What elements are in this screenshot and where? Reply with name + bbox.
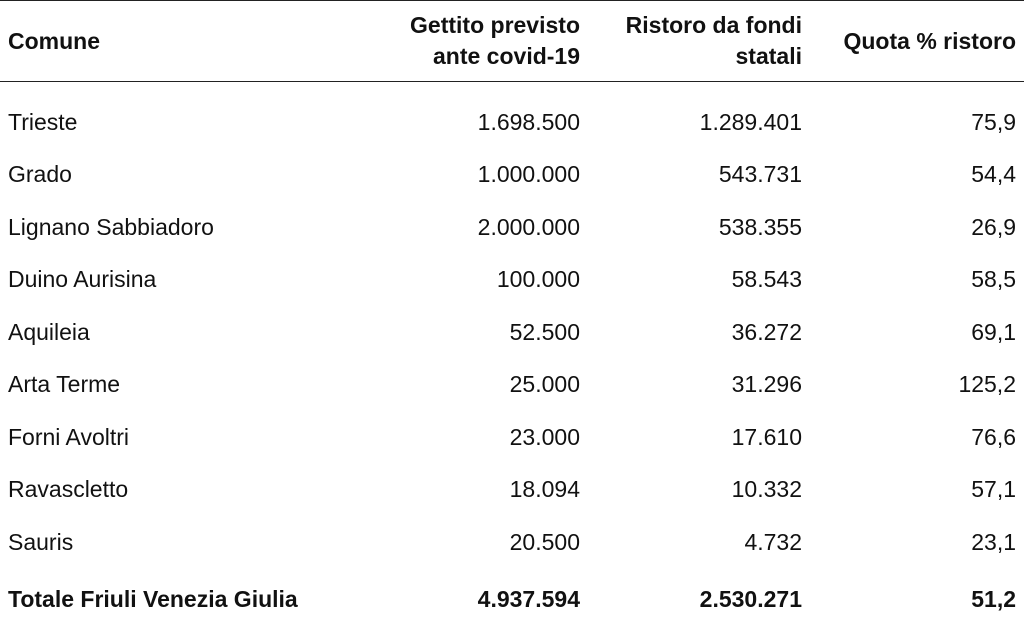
table-cell: 76,6: [971, 423, 1016, 450]
table-row: Grado 1.000.000 543.731 54,4: [0, 149, 1024, 202]
table-cell: 1.698.500: [477, 108, 580, 135]
table-cell: Aquileia: [8, 318, 90, 345]
table-cell: 125,2: [958, 371, 1016, 398]
table-cell: 54,4: [971, 161, 1016, 188]
table-cell: 31.296: [731, 371, 802, 398]
table-cell: 25.000: [509, 371, 580, 398]
table-cell: 10.332: [731, 476, 802, 503]
table-cell: 57,1: [971, 476, 1016, 503]
table-cell: Duino Aurisina: [8, 266, 157, 293]
table-cell: 1.289.401: [699, 108, 802, 135]
table-row: Ravascletto 18.094 10.332 57,1: [0, 464, 1024, 517]
table-cell: 36.272: [731, 318, 802, 345]
table-cell: 58.543: [731, 266, 802, 293]
table-row: Trieste 1.698.500 1.289.401 75,9: [0, 82, 1024, 149]
table-cell: 100.000: [496, 266, 580, 293]
column-header: Quota % ristoro: [810, 0, 1024, 82]
table-cell: 543.731: [718, 161, 802, 188]
table-cell: 538.355: [718, 213, 802, 240]
total-row: Totale Friuli Venezia Giulia 4.937.594 2.5…: [0, 569, 1024, 631]
table-cell: 75,9: [971, 108, 1016, 135]
table-cell: 26,9: [971, 213, 1016, 240]
header-row: Comune Gettito previsto ante covid-19 Rist…: [0, 0, 1024, 82]
table-row: Forni Avoltri 23.000 17.610 76,6: [0, 411, 1024, 464]
total-cell: 51,2: [971, 586, 1016, 612]
table-cell: 4.732: [744, 528, 802, 555]
table-cell: 2.000.000: [477, 213, 580, 240]
table-cell: 69,1: [971, 318, 1016, 345]
table-cell: 20.500: [509, 528, 580, 555]
table-cell: 23,1: [971, 528, 1016, 555]
table-cell: 17.610: [731, 423, 802, 450]
table-row: Lignano Sabbiadoro 2.000.000 538.355 26,9: [0, 201, 1024, 254]
table-cell: Grado: [8, 161, 72, 188]
total-cell: 2.530.271: [699, 586, 802, 612]
table-cell: Lignano Sabbiadoro: [8, 213, 214, 240]
table-row: Duino Aurisina 100.000 58.543 58,5: [0, 254, 1024, 307]
column-header: Comune: [0, 0, 380, 82]
table-row: Aquileia 52.500 36.272 69,1: [0, 306, 1024, 359]
column-header: Ristoro da fondi statali: [588, 0, 810, 82]
table-cell: Sauris: [8, 528, 74, 555]
table-row: Arta Terme 25.000 31.296 125,2: [0, 359, 1024, 412]
table-body: Trieste 1.698.500 1.289.401 75,9 Grado 1.000.…: [0, 82, 1024, 631]
table-cell: Arta Terme: [8, 371, 121, 398]
column-header: Gettito previsto ante covid-19: [380, 0, 588, 82]
table-cell: 1.000.000: [477, 161, 580, 188]
table-cell: 52.500: [509, 318, 580, 345]
table-cell: Ravascletto: [8, 476, 129, 503]
total-cell: 4.937.594: [477, 586, 580, 612]
table-cell: Forni Avoltri: [8, 423, 130, 450]
table-cell: 18.094: [509, 476, 580, 503]
total-cell: Totale Friuli Venezia Giulia: [8, 586, 298, 612]
table-cell: Trieste: [8, 108, 78, 135]
table-cell: 58,5: [971, 266, 1016, 293]
table-cell: 23.000: [509, 423, 580, 450]
table-row: Sauris 20.500 4.732 23,1: [0, 516, 1024, 569]
